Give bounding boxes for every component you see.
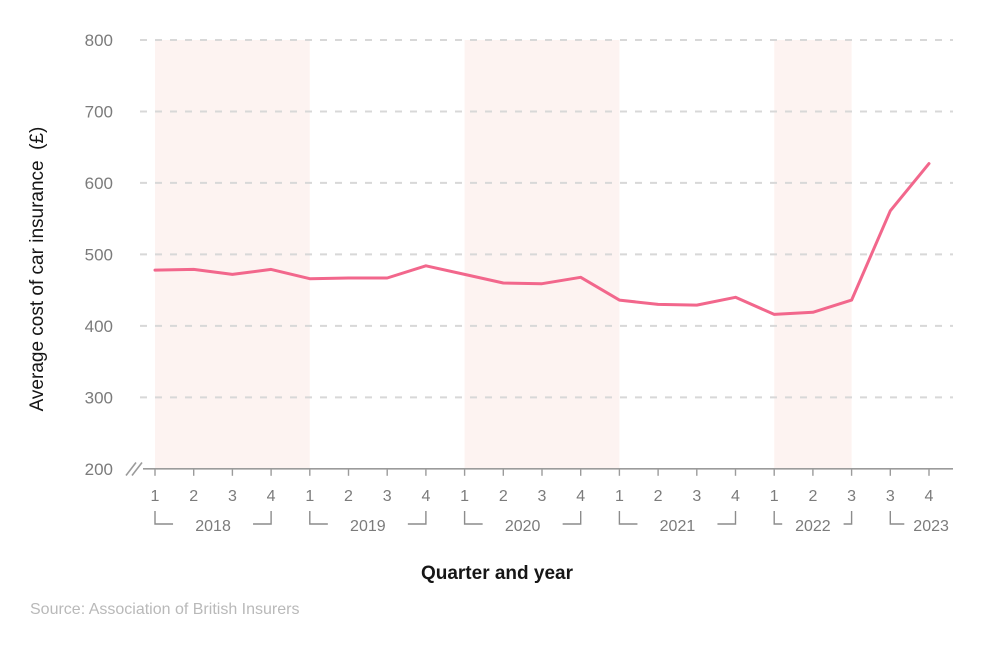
year-bracket <box>717 511 737 525</box>
quarter-tick-label: 3 <box>692 488 701 505</box>
quarter-tick-label: 3 <box>383 488 392 505</box>
quarter-tick-label: 1 <box>770 488 779 505</box>
quarter-tick-label: 4 <box>267 488 276 505</box>
year-bracket <box>773 511 783 525</box>
quarter-tick-label: 1 <box>615 488 624 505</box>
quarter-tick-label: 3 <box>886 488 895 505</box>
quarter-tick-label: 2 <box>499 488 508 505</box>
quarter-tick-label: 4 <box>925 488 934 505</box>
y-tick-label: 500 <box>85 245 113 264</box>
x-axis-title: Quarter and year <box>420 563 574 584</box>
quarter-tick-label: 4 <box>421 488 430 505</box>
year-label: 2018 <box>195 518 231 535</box>
year-label: 2019 <box>350 518 386 535</box>
quarter-tick-label: 3 <box>847 488 856 505</box>
axis-break-icon <box>131 462 143 476</box>
year-bracket <box>463 511 483 525</box>
year-bracket <box>253 511 272 525</box>
quarter-tick-label: 2 <box>344 488 353 505</box>
y-tick-label: 300 <box>85 388 113 407</box>
quarter-tick-label: 1 <box>305 488 314 505</box>
year-label: 2022 <box>795 518 831 535</box>
axis-break-icon <box>125 462 137 476</box>
source-note: Source: Association of British Insurers <box>30 601 300 618</box>
y-axis-title: Average cost of car insurance (£) <box>27 126 48 412</box>
year-bracket <box>407 511 427 525</box>
year-bracket <box>562 511 582 525</box>
year-bracket <box>154 511 174 525</box>
insurance-cost-line <box>153 162 931 316</box>
y-tick-label: 600 <box>85 174 113 193</box>
quarter-tick-label: 2 <box>189 488 198 505</box>
quarter-tick-label: 1 <box>460 488 469 505</box>
quarter-tick-label: 3 <box>228 488 237 505</box>
quarter-tick-label: 4 <box>576 488 585 505</box>
y-tick-label: 700 <box>85 102 113 121</box>
y-tick-label: 800 <box>85 31 113 50</box>
year-bracket <box>309 511 328 525</box>
year-label: 2021 <box>660 518 696 535</box>
year-bracket <box>889 511 905 525</box>
year-label: 2023 <box>913 518 949 535</box>
quarter-tick-label: 2 <box>808 488 817 505</box>
y-tick-label: 400 <box>85 317 113 336</box>
quarter-tick-label: 3 <box>538 488 547 505</box>
quarter-tick-label: 2 <box>654 488 663 505</box>
year-bracket <box>843 511 853 525</box>
year-bracket <box>618 511 638 525</box>
quarter-tick-label: 1 <box>151 488 160 505</box>
quarter-tick-label: 4 <box>731 488 740 505</box>
year-label: 2020 <box>505 518 541 535</box>
y-tick-label: 200 <box>85 460 113 479</box>
